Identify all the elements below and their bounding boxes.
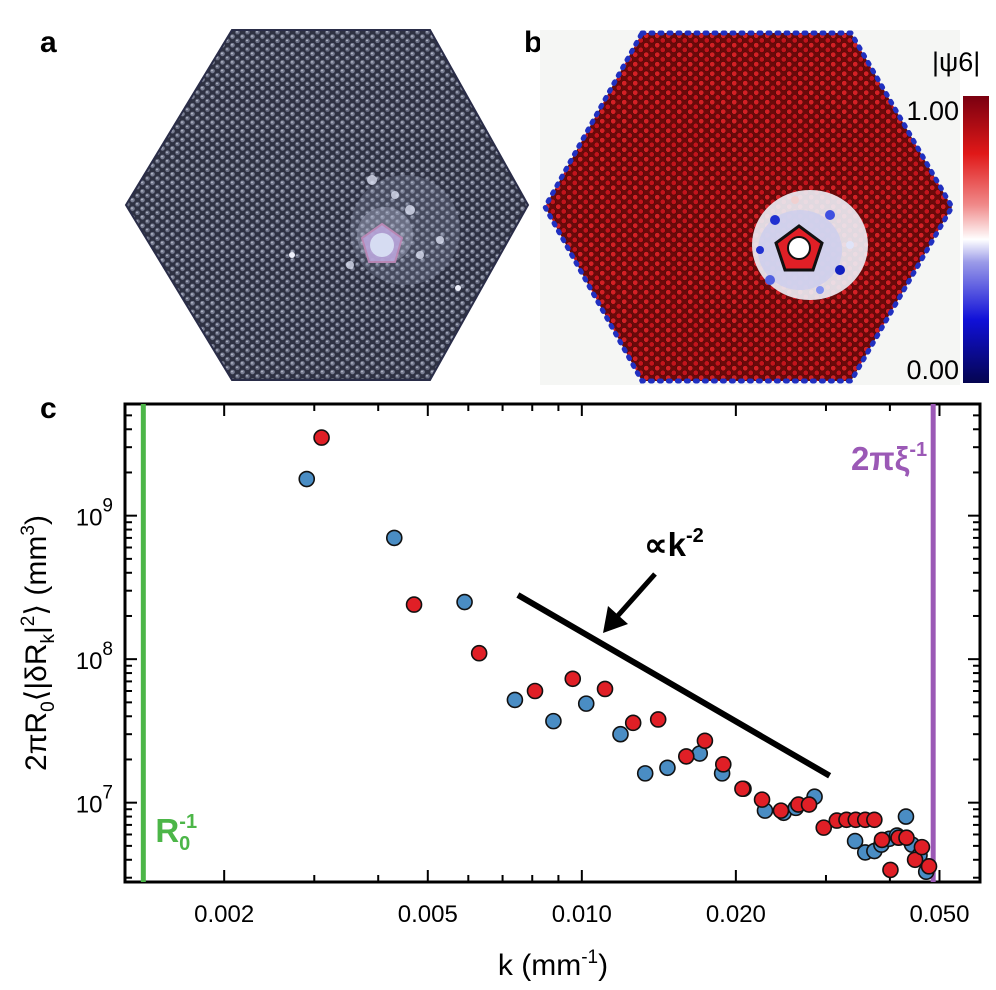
data-point-blue <box>298 470 316 488</box>
hexagon-image-b <box>542 30 955 384</box>
panel-a: a <box>40 26 530 381</box>
vline-label-xi_inverse: 2πξ-1 <box>851 439 927 477</box>
panel-b: b |ψ6| 1.00 0.00 <box>524 26 989 385</box>
data-point-blue <box>385 529 403 547</box>
intruder-bead-a <box>370 233 394 257</box>
data-point-red <box>906 851 924 869</box>
data-point-red <box>596 680 614 698</box>
slope-guide-line <box>516 592 832 779</box>
panel-a-label: a <box>40 26 57 59</box>
data-point-red <box>898 829 915 846</box>
data-point-red <box>772 802 790 819</box>
data-point-red <box>564 670 582 688</box>
vline-label-R0_inverse: R0-1 <box>155 811 197 855</box>
colorbar-max-label: 1.00 <box>906 96 959 126</box>
colorbar: |ψ6| 1.00 0.00 <box>906 47 989 385</box>
data-point-blue <box>456 593 473 611</box>
data-point-red <box>624 714 642 732</box>
y-axis-ticks: 107 108 109 <box>76 403 980 879</box>
panel-c: c R0-1 2πξ-1 0.002 0.005 0.010 0.020 0.050 10… <box>18 392 982 982</box>
data-point-blue <box>506 691 524 709</box>
data-point-red <box>920 858 938 875</box>
x-tick-label: 0.002 <box>194 901 254 928</box>
colorbar-gradient <box>963 96 989 383</box>
data-point-red <box>815 819 833 836</box>
x-axis-ticks: 0.002 0.005 0.010 0.020 0.050 <box>194 404 981 928</box>
intruder-bead-b <box>787 236 811 260</box>
y-axis-title: 2πR0⟨|δRk|2⟩ (mm3) <box>18 515 59 771</box>
data-point-red <box>405 596 423 613</box>
data-point-red <box>526 682 544 700</box>
y-tick-label: 109 <box>76 496 113 532</box>
data-point-blue <box>612 725 629 743</box>
annotation-text: ∝k-2 <box>644 525 704 563</box>
x-axis-title: k (mm-1) <box>498 947 608 982</box>
data-point-blue <box>577 695 595 712</box>
slope-annotation: ∝k-2 <box>603 525 704 633</box>
x-tick-label: 0.005 <box>398 901 458 928</box>
x-tick-label: 0.010 <box>552 901 612 928</box>
data-point-red <box>753 791 771 808</box>
data-point-blue <box>545 712 562 730</box>
series-red <box>313 429 938 879</box>
data-point-red <box>677 748 695 765</box>
data-point-red <box>866 811 883 829</box>
data-point-red <box>913 838 931 856</box>
colorbar-min-label: 0.00 <box>906 355 959 385</box>
data-point-red <box>696 732 714 750</box>
data-point-red <box>734 780 751 798</box>
x-tick-label: 0.050 <box>909 901 969 928</box>
data-point-red <box>714 756 732 773</box>
annotation-arrow-shaft <box>612 572 657 622</box>
panel-b-label: b <box>524 26 542 59</box>
data-point-red <box>873 831 891 849</box>
data-point-blue <box>659 759 676 777</box>
data-point-blue <box>897 808 915 825</box>
data-point-red <box>470 644 488 662</box>
y-tick-label: 107 <box>76 783 113 819</box>
data-point-red <box>882 861 899 879</box>
data-point-red <box>649 711 667 728</box>
data-point-red <box>800 796 818 813</box>
vertical-lines: R0-1 2πξ-1 <box>140 404 936 882</box>
data-point-red <box>313 429 330 446</box>
data-point-blue <box>636 765 654 782</box>
hexagon-image-a <box>124 29 530 381</box>
annotation-arrow-head <box>603 606 628 633</box>
slope-guide <box>516 592 832 779</box>
y-tick-label: 108 <box>76 639 113 675</box>
plot-frame <box>123 402 982 884</box>
data-series <box>298 429 938 881</box>
panel-c-label: c <box>40 392 57 425</box>
data-point-blue <box>846 832 864 850</box>
x-tick-label: 0.020 <box>706 901 766 928</box>
colorbar-title: |ψ6| <box>932 47 980 77</box>
